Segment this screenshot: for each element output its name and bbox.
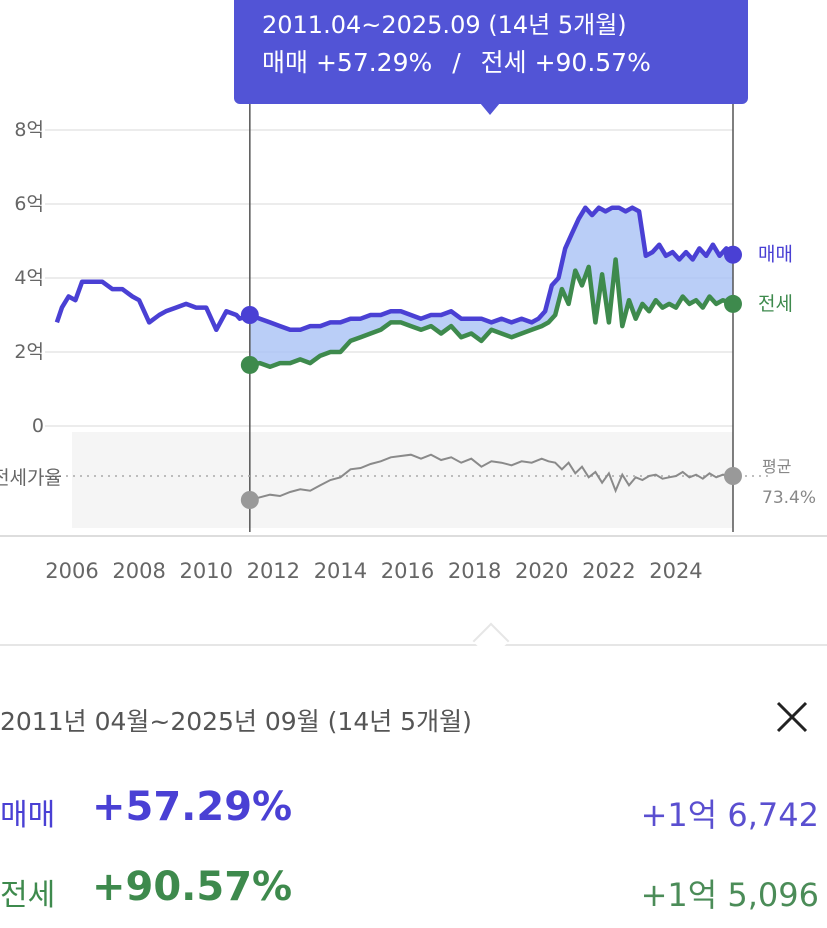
tooltip-jeonse-pct: +90.57% [534,48,651,77]
tooltip-period: 2011.04~2025.09 (14년 5개월) [262,11,627,39]
x-tick-label: 2016 [381,559,434,583]
jeonse-end-point [724,294,742,313]
y-tick-label: 4억 [14,267,44,289]
range-fill-area [249,207,734,367]
range-tooltip: 2011.04~2025.09 (14년 5개월) 매매 +57.29% / 전… [234,0,748,104]
sale-line [54,205,735,333]
y-tick-label: 0 [32,415,44,437]
sale-label: 매매 [0,798,56,833]
jeonse-change-amount: +1억 5,096 [640,876,819,914]
sale-series-label: 매매 [758,244,793,266]
close-icon [776,701,808,733]
tooltip-jeonse-label: 전세 [480,48,527,77]
sale-change-amount: +1억 6,742 [640,796,819,834]
close-button[interactable] [772,697,812,737]
x-tick-label: 2014 [314,559,367,583]
summary-period: 2011년 04월~2025년 09월 (14년 5개월) [0,707,472,736]
x-tick-label: 2006 [45,559,98,583]
jeonse-line [249,257,734,370]
x-tick-label: 2024 [649,559,702,583]
ratio-panel-bg [72,432,733,528]
x-tick-label: 2010 [179,559,232,583]
tooltip-sale-pct: +57.29% [315,48,433,77]
y-tick-label: 8억 [14,119,44,141]
jeonse-label: 전세 [0,878,56,913]
tooltip-changes: 매매 +57.29% / 전세 +90.57% [262,46,748,80]
jeonse-change-pct: +90.57% [92,864,293,910]
divider-notch [472,622,510,660]
section-divider [0,644,827,646]
x-tick-label: 2020 [515,559,568,583]
y-tick-label: 6억 [14,193,44,215]
y-tick-label: 2억 [14,341,44,363]
jeonse-start-point [240,355,259,374]
sale-end-point [724,245,742,264]
ratio-average-label: 평균 [762,457,791,476]
ratio-average-value: 73.4% [762,488,816,508]
x-tick-label: 2018 [448,559,501,583]
x-tick-label: 2012 [247,559,300,583]
ratio-end-point [724,467,742,485]
x-tick-label: 2022 [582,559,635,583]
ratio-line [249,453,734,501]
tooltip-sale-label: 매매 [262,48,309,77]
jeonse-series-label: 전세 [758,293,793,315]
x-tick-label: 2008 [112,559,165,583]
ratio-label: 전세가율 [0,467,62,489]
tooltip-separator: / [452,48,461,77]
sale-change-pct: +57.29% [92,784,293,830]
ratio-start-point [240,491,259,509]
sale-start-point [240,306,259,324]
tooltip-arrow [480,103,500,115]
